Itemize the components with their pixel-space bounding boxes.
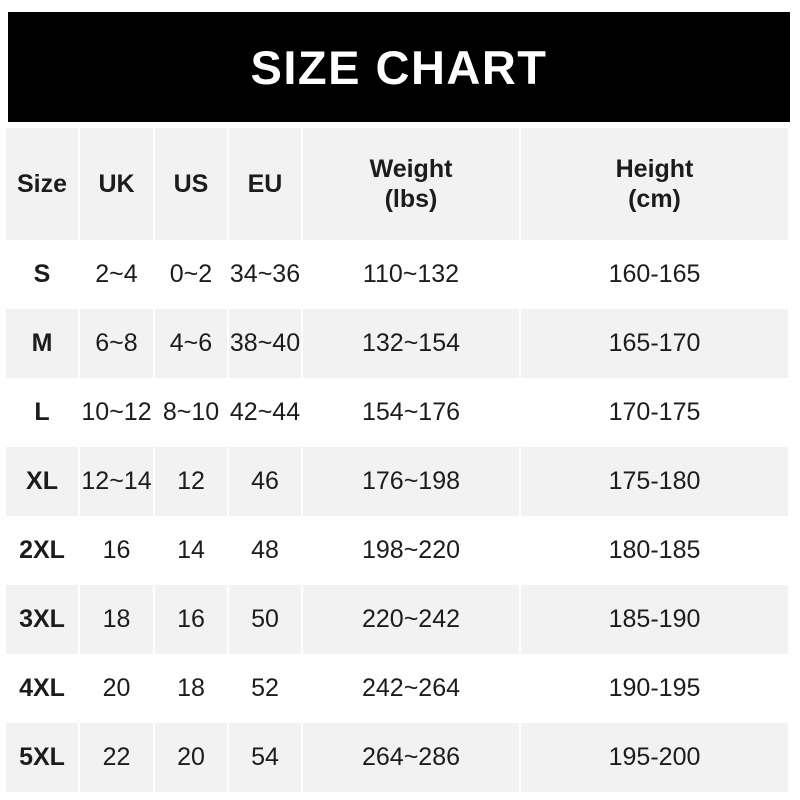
cell-eu: 52 <box>228 654 303 723</box>
cell-uk: 16 <box>79 516 155 585</box>
column-header-label: UK <box>98 169 135 198</box>
title-banner: SIZE CHART <box>8 12 790 122</box>
cell-height: 175-180 <box>608 467 701 495</box>
cell-eu: 46 <box>228 447 303 516</box>
cell-uk: 20 <box>79 654 155 723</box>
cell-us: 16 <box>154 585 229 654</box>
cell-uk: 6~8 <box>79 309 155 378</box>
cell-uk: 18 <box>79 585 155 654</box>
table-row: S 2~4 0~2 34~36 110~132 160-165 <box>6 240 788 309</box>
cell-height: 180-185 <box>608 536 701 564</box>
cell-us: 4~6 <box>154 309 229 378</box>
cell-size: L <box>6 378 80 447</box>
cell-size: XL <box>6 447 80 516</box>
cell-eu: 38~40 <box>228 309 303 378</box>
cell-eu: 50 <box>228 585 303 654</box>
cell-uk: 12~14 <box>79 447 155 516</box>
cell-weight: 176~198 <box>302 447 521 516</box>
cell-weight: 220~242 <box>302 585 521 654</box>
table-row: 2XL 16 14 48 198~220 180-185 <box>6 516 788 585</box>
cell-us: 18 <box>154 654 229 723</box>
column-header-label: EU <box>247 169 283 198</box>
cell-size: S <box>6 240 80 309</box>
column-header-uk: UK <box>79 128 155 240</box>
table-row: L 10~12 8~10 42~44 154~176 170-175 <box>6 378 788 447</box>
table-row: 3XL 18 16 50 220~242 185-190 <box>6 585 788 654</box>
cell-us: 12 <box>154 447 229 516</box>
cell-weight: 198~220 <box>302 516 521 585</box>
cell-height: 185-190 <box>608 605 701 633</box>
cell-weight: 132~154 <box>302 309 521 378</box>
cell-height: 170-175 <box>608 398 701 426</box>
column-header-height: Height (cm) <box>520 128 788 240</box>
column-header-label: Height <box>615 154 694 183</box>
page-title: SIZE CHART <box>250 40 548 94</box>
cell-weight: 110~132 <box>302 240 521 309</box>
cell-size: 2XL <box>6 516 80 585</box>
column-header-label: US <box>173 169 209 198</box>
cell-us: 20 <box>154 723 229 792</box>
cell-eu: 54 <box>228 723 303 792</box>
table-body: S 2~4 0~2 34~36 110~132 160-165 M 6~8 4~6 38~40 13… <box>6 240 788 792</box>
table-row: XL 12~14 12 46 176~198 175-180 <box>6 447 788 516</box>
cell-weight: 154~176 <box>302 378 521 447</box>
cell-uk: 10~12 <box>79 378 155 447</box>
column-header-size: Size <box>6 128 80 240</box>
column-header-label: Size <box>16 169 68 198</box>
cell-eu: 48 <box>228 516 303 585</box>
cell-height: 160-165 <box>608 260 701 288</box>
cell-uk: 22 <box>79 723 155 792</box>
cell-size: M <box>6 309 80 378</box>
cell-weight: 264~286 <box>302 723 521 792</box>
cell-us: 0~2 <box>154 240 229 309</box>
header-row: Size UK US EU Weight (lbs) Height (cm) <box>6 128 788 240</box>
size-chart-table: Size UK US EU Weight (lbs) Height (cm) S 2~4 0~2 3… <box>6 128 788 792</box>
table-header: Size UK US EU Weight (lbs) Height (cm) <box>6 128 788 240</box>
cell-eu: 42~44 <box>228 378 303 447</box>
cell-height: 190-195 <box>608 674 701 702</box>
cell-us: 8~10 <box>154 378 229 447</box>
cell-uk: 2~4 <box>79 240 155 309</box>
table-row: M 6~8 4~6 38~40 132~154 165-170 <box>6 309 788 378</box>
column-header-eu: EU <box>228 128 303 240</box>
cell-size: 3XL <box>6 585 80 654</box>
table-row: 4XL 20 18 52 242~264 190-195 <box>6 654 788 723</box>
cell-weight: 242~264 <box>302 654 521 723</box>
column-header-weight: Weight (lbs) <box>302 128 521 240</box>
column-header-label: Weight <box>369 154 453 183</box>
column-header-sublabel: (cm) <box>628 185 681 213</box>
column-header-us: US <box>154 128 229 240</box>
column-header-sublabel: (lbs) <box>384 185 438 213</box>
cell-size: 4XL <box>6 654 80 723</box>
table-row: 5XL 22 20 54 264~286 195-200 <box>6 723 788 792</box>
cell-height: 195-200 <box>608 743 701 771</box>
cell-eu: 34~36 <box>228 240 303 309</box>
cell-size: 5XL <box>6 723 80 792</box>
cell-height: 165-170 <box>608 329 701 357</box>
cell-us: 14 <box>154 516 229 585</box>
